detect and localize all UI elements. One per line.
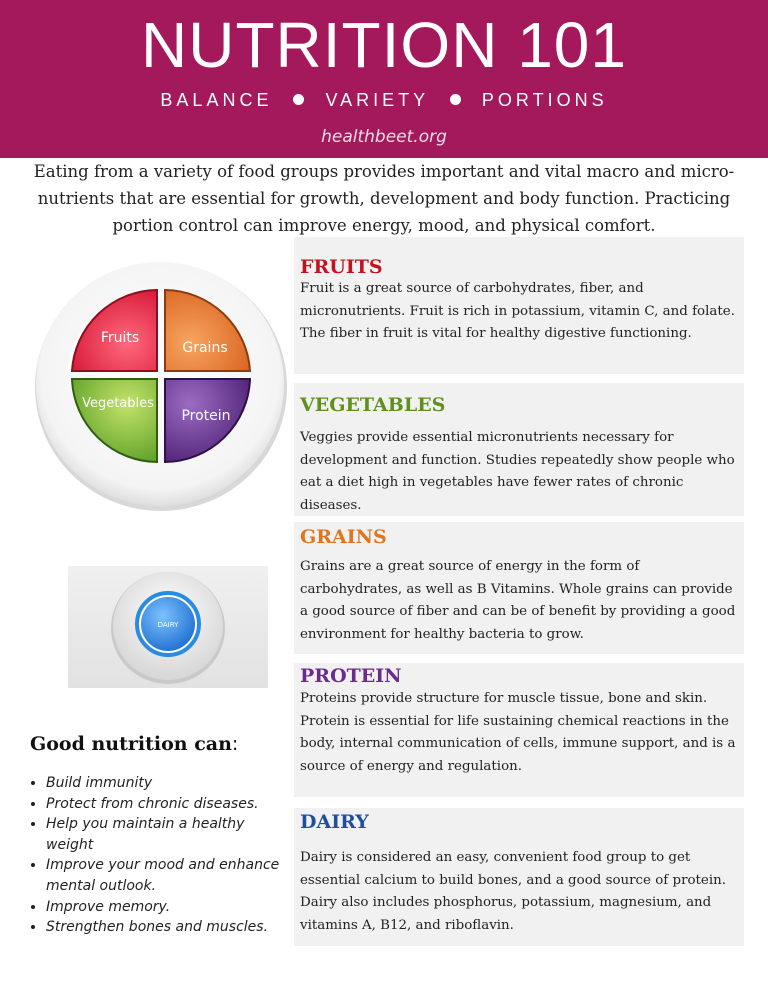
dairy-bowl-illustration: DAIRY <box>68 566 268 688</box>
bowl-label: DAIRY <box>158 621 180 629</box>
good-nutrition-title-text: Good nutrition can <box>30 733 232 755</box>
subtitle: BALANCE VARIETY PORTIONS <box>0 90 768 111</box>
grains-text: Grains are a great source of energy in t… <box>300 559 736 642</box>
grains-panel: GRAINS Grains are a great source of ener… <box>294 522 744 654</box>
page-title: NUTRITION 101 <box>141 9 627 81</box>
fruits-panel: FRUITS Fruit is a great source of carboh… <box>294 237 744 374</box>
plate-label-vegetables: Vegetables <box>82 396 154 411</box>
intro-paragraph: Eating from a variety of food groups pro… <box>33 162 735 235</box>
subtitle-variety: VARIETY <box>325 90 429 110</box>
dairy-heading: DAIRY <box>300 811 369 833</box>
list-item: Build immunity <box>46 773 296 794</box>
protein-panel: PROTEIN Proteins provide structure for m… <box>294 663 744 797</box>
list-item: Strengthen bones and muscles. <box>46 917 296 938</box>
list-item: Improve your mood and enhance mental out… <box>46 855 296 896</box>
vegetables-panel: VEGETABLES Veggies provide essential mic… <box>294 383 744 516</box>
plate-illustration: Fruits Grains Vegetables Protein <box>20 250 300 520</box>
good-nutrition-title: Good nutrition can: <box>30 733 238 755</box>
vegetables-text: Veggies provide essential micronutrients… <box>300 430 735 513</box>
fruits-heading: FRUITS <box>300 256 383 278</box>
list-item: Protect from chronic diseases. <box>46 794 296 815</box>
good-nutrition-list: Build immunity Protect from chronic dise… <box>28 773 296 938</box>
list-item: Improve memory. <box>46 897 296 918</box>
protein-text: Proteins provide structure for muscle ti… <box>300 691 736 774</box>
dairy-panel: DAIRY Dairy is considered an easy, conve… <box>294 808 744 946</box>
plate-label-grains: Grains <box>182 340 227 356</box>
plate-label-protein: Protein <box>181 408 230 424</box>
grains-heading: GRAINS <box>300 526 387 548</box>
protein-heading: PROTEIN <box>300 665 402 687</box>
list-item: Help you maintain a healthy weight <box>46 814 296 855</box>
website-link[interactable]: healthbeet.org <box>321 127 447 147</box>
subtitle-portions: PORTIONS <box>481 90 608 110</box>
subtitle-balance: BALANCE <box>160 90 273 110</box>
good-nutrition-colon: : <box>231 733 239 755</box>
bullet-icon <box>449 94 461 105</box>
header-banner: NUTRITION 101 BALANCE VARIETY PORTIONS h… <box>0 0 768 158</box>
dairy-text: Dairy is considered an easy, convenient … <box>300 850 727 933</box>
fruits-text: Fruit is a great source of carbohydrates… <box>300 281 735 341</box>
bullet-icon <box>293 94 305 105</box>
plate-icon: Fruits Grains Vegetables Protein <box>35 262 287 511</box>
dairy-bowl-icon: DAIRY <box>68 566 268 688</box>
vegetables-heading: VEGETABLES <box>300 394 446 416</box>
plate-label-fruits: Fruits <box>101 330 139 346</box>
